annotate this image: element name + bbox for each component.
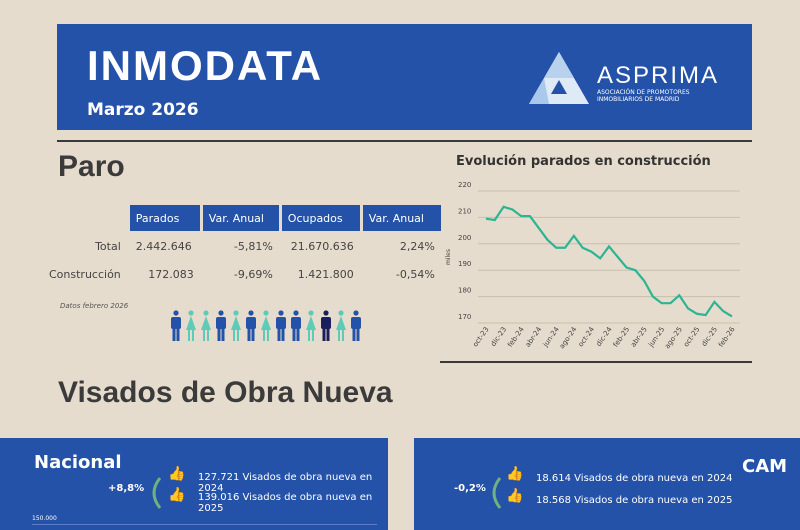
x-tick-label: ago-24 bbox=[558, 325, 579, 350]
man-icon bbox=[291, 310, 301, 341]
man-icon bbox=[321, 310, 331, 341]
x-tick-label: oct-23 bbox=[471, 326, 490, 349]
header-cell bbox=[43, 205, 127, 231]
logo-subtitle: ASOCIACIÓN DE PROMOTORES INMOBILIARIOS D… bbox=[597, 89, 690, 103]
cell: -5,81% bbox=[233, 240, 273, 253]
y-tick-label: 200 bbox=[458, 234, 471, 242]
cell: 1.421.800 bbox=[297, 268, 354, 281]
card-title: CAM bbox=[742, 456, 788, 477]
app-title: INMODATA bbox=[87, 42, 324, 89]
thumbs-up-icon: 👍 bbox=[168, 487, 186, 503]
chart-title: Evolución parados en construcción bbox=[456, 154, 711, 169]
paro-heading: Paro bbox=[58, 150, 125, 183]
x-tick-label: feb-24 bbox=[506, 325, 526, 349]
woman-icon bbox=[306, 310, 316, 341]
visados-2024: 127.721 Visados de obra nueva en 2024 bbox=[198, 472, 373, 494]
curved-arrow-icon bbox=[492, 477, 502, 509]
thumbs-up-icon: 👍 bbox=[168, 466, 186, 482]
woman-icon bbox=[261, 310, 271, 341]
cell: 2.442.646 bbox=[135, 240, 192, 253]
man-icon bbox=[246, 310, 256, 341]
y-axis-label: miles bbox=[445, 249, 452, 265]
x-tick-label: oct-24 bbox=[577, 325, 597, 348]
cell: -0,54% bbox=[395, 268, 435, 281]
table-header: Parados Var. Anual Ocupados Var. Anual bbox=[43, 205, 441, 231]
paro-table: Parados Var. Anual Ocupados Var. Anual T… bbox=[40, 202, 444, 290]
visados-heading: Visados de Obra Nueva bbox=[58, 376, 393, 409]
man-icon bbox=[276, 310, 286, 341]
cell: 21.670.636 bbox=[290, 240, 354, 253]
cell: -9,69% bbox=[233, 268, 273, 281]
change-pct: +8,8% bbox=[108, 483, 145, 494]
line-chart: 170180190200210220milesoct-23dic-23feb-2… bbox=[445, 181, 740, 351]
man-icon bbox=[216, 310, 226, 341]
y-tick-label: 180 bbox=[458, 287, 471, 295]
y-tick-label: 170 bbox=[458, 313, 471, 321]
date-subtitle: Marzo 2026 bbox=[87, 100, 199, 120]
header-cell: Var. Anual bbox=[362, 205, 441, 231]
y-tick-label: 190 bbox=[458, 260, 471, 268]
header-cell: Var. Anual bbox=[202, 205, 279, 231]
header-banner: INMODATA Marzo 2026 ASPRIMA ASOCIACIÓN D… bbox=[57, 24, 752, 130]
thumbs-up-icon: 👍 bbox=[506, 488, 524, 504]
divider bbox=[440, 361, 752, 363]
woman-icon bbox=[231, 310, 241, 341]
y-tick-label: 220 bbox=[458, 181, 471, 189]
gridline bbox=[32, 524, 377, 525]
visados-2025: 139.016 Visados de obra nueva en 2025 bbox=[198, 492, 373, 514]
change-pct: -0,2% bbox=[454, 483, 486, 494]
logo-name: ASPRIMA bbox=[597, 62, 720, 89]
x-tick-label: ago-25 bbox=[663, 326, 684, 351]
curved-arrow-icon bbox=[152, 477, 162, 509]
row-label: Total bbox=[95, 240, 121, 253]
divider bbox=[57, 140, 752, 142]
man-icon bbox=[171, 310, 181, 341]
axis-label: 150.000 bbox=[32, 515, 57, 522]
row-label: Construcción bbox=[49, 268, 121, 281]
x-tick-label: abr-24 bbox=[524, 325, 544, 349]
asprima-logo-icon bbox=[529, 52, 589, 104]
data-note: Datos febrero 2026 bbox=[60, 302, 129, 310]
series-line bbox=[485, 205, 733, 318]
table-row: Construcción 172.083 -9,69% 1.421.800 -0… bbox=[43, 262, 441, 287]
card-nacional: Nacional +8,8% 👍 👍 127.721 Visados de ob… bbox=[0, 438, 388, 530]
x-tick-label: oct-25 bbox=[682, 326, 701, 349]
cell: 172.083 bbox=[148, 268, 194, 281]
header-cell: Parados bbox=[129, 205, 200, 231]
thumbs-up-icon: 👍 bbox=[506, 466, 524, 482]
y-tick-label: 210 bbox=[458, 207, 471, 215]
visados-2025: 18.568 Visados de obra nueva en 2025 bbox=[536, 495, 733, 506]
header-cell: Ocupados bbox=[281, 205, 360, 231]
x-tick-label: feb-25 bbox=[612, 326, 632, 349]
cell: 2,24% bbox=[399, 240, 435, 253]
x-tick-label: abr-25 bbox=[629, 326, 649, 349]
man-icon bbox=[351, 310, 361, 341]
visados-2024: 18.614 Visados de obra nueva en 2024 bbox=[536, 473, 733, 484]
people-pictogram bbox=[170, 310, 362, 342]
x-tick-label: feb-26 bbox=[717, 325, 737, 349]
table-row: Total 2.442.646 -5,81% 21.670.636 2,24% bbox=[43, 234, 441, 259]
woman-icon bbox=[186, 310, 196, 341]
card-cam: CAM -0,2% 👍 👍 18.614 Visados de obra nue… bbox=[414, 438, 800, 530]
card-title: Nacional bbox=[34, 452, 122, 473]
woman-icon bbox=[201, 310, 211, 341]
woman-icon bbox=[336, 310, 346, 341]
